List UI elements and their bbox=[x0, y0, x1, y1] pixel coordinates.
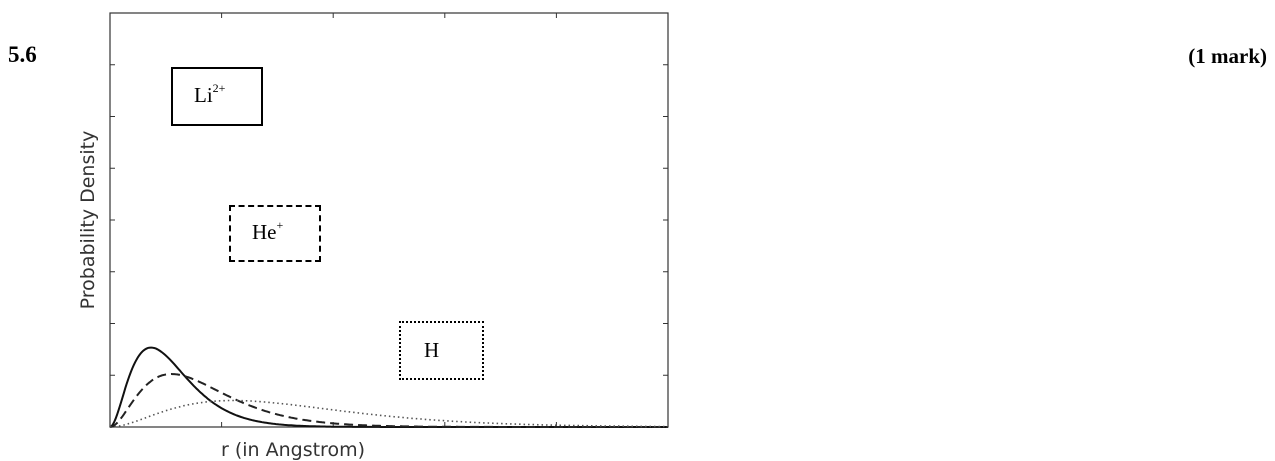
y-axis-label: Probability Density bbox=[77, 131, 99, 310]
x-axis-label: r (in Angstrom) bbox=[221, 439, 365, 461]
legend-label-he: He bbox=[252, 220, 277, 244]
question-marks: (1 mark) bbox=[1188, 44, 1267, 68]
legend-label-h: H bbox=[424, 338, 440, 362]
legend-box-h: H bbox=[399, 321, 484, 380]
legend-box-li: Li2+ bbox=[171, 67, 263, 126]
legend-sup-he: + bbox=[276, 218, 284, 232]
legend-box-he: He+ bbox=[229, 205, 321, 262]
legend-sup-li: 2+ bbox=[212, 81, 226, 95]
legend-label-li: Li bbox=[194, 83, 213, 107]
series-line-li bbox=[109, 346, 668, 428]
series-line-he bbox=[109, 372, 668, 428]
series-line-h bbox=[110, 399, 668, 428]
question-number: 5.6 bbox=[8, 42, 37, 67]
